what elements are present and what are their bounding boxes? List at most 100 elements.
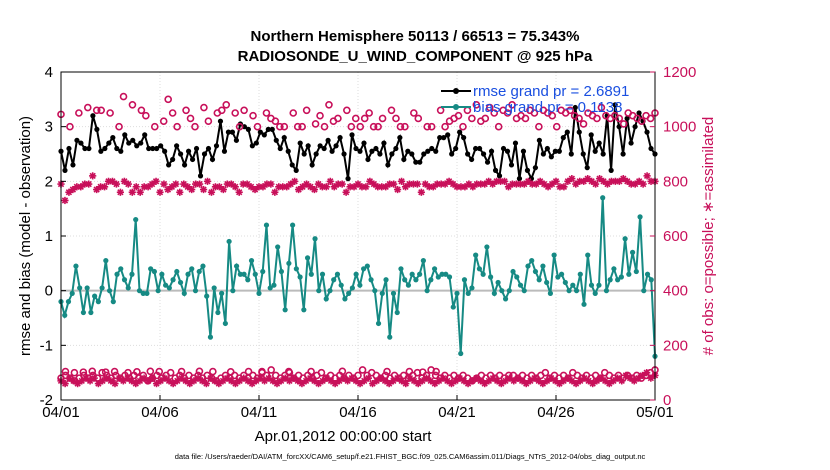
obs-possible-point <box>110 367 119 376</box>
obs-assimilated-low--point <box>86 377 94 385</box>
obs-assimilated-low--point <box>618 377 626 385</box>
rmse-point <box>496 173 503 179</box>
obs-assimilated-point <box>548 180 556 188</box>
obs-possible-point <box>235 122 244 131</box>
obs-assimilated-point <box>89 172 97 180</box>
obs-assimilated-low--point <box>422 374 431 382</box>
obs-possible-point <box>454 111 463 120</box>
bias-point <box>316 288 322 294</box>
obs-possible-point <box>271 117 280 125</box>
x-axis: 04/01 04/06 04/11 04/16 04/21 04/26 05/01 <box>42 395 674 421</box>
obs-assimilated-low--point <box>306 374 314 382</box>
obs-possible-point <box>168 109 177 117</box>
obs-assimilated-point <box>540 180 548 188</box>
obs-possible-point <box>459 122 467 131</box>
bias-point <box>559 271 565 277</box>
rmse-point <box>520 148 527 154</box>
bias-point <box>252 271 258 277</box>
rmse-point <box>556 148 562 154</box>
bias-point <box>290 222 296 228</box>
rmse-point <box>540 151 546 157</box>
rmse-point <box>253 140 259 146</box>
rmse-point <box>536 137 542 143</box>
obs-assimilated-point <box>322 183 330 191</box>
obs-assimilated-low--point <box>202 380 210 388</box>
obs-possible-point <box>191 122 199 131</box>
obs-assimilated-point <box>354 180 362 188</box>
rmse-point <box>150 145 156 152</box>
obs-possible-point <box>262 109 271 117</box>
obs-assimilated-point <box>124 180 132 188</box>
obs-assimilated-point <box>310 185 319 194</box>
obs-assimilated-point <box>168 183 176 191</box>
obs-assimilated-point <box>176 188 184 196</box>
rmse-point <box>608 167 614 173</box>
rmse-point <box>189 156 196 163</box>
obs-assimilated-point <box>599 177 608 185</box>
obs-possible-point <box>83 103 92 112</box>
obs-assimilated-point <box>251 185 259 194</box>
obs-possible-low--point <box>317 368 326 377</box>
rmse-point <box>508 162 515 168</box>
rmse-point <box>205 145 212 152</box>
rmse-point <box>277 145 283 152</box>
obs-possible-point <box>182 106 190 115</box>
obs-assimilated-point <box>619 175 627 183</box>
bias-point <box>510 268 516 275</box>
bias-point <box>163 282 169 288</box>
bias-point <box>600 195 606 201</box>
rmse-point <box>473 145 479 152</box>
rmse-point <box>162 148 168 154</box>
obs-possible-point <box>401 122 409 131</box>
bias-line <box>60 197 656 357</box>
obs-possible-point <box>552 122 561 131</box>
bias-point <box>133 217 139 223</box>
y-left-tick-label: 3 <box>45 119 53 136</box>
obs-possible-point <box>119 92 128 101</box>
obs-assimilated-point <box>330 183 338 191</box>
bias-point <box>446 274 453 280</box>
obs-assimilated-point <box>401 183 410 191</box>
rmse-point <box>181 162 188 168</box>
obs-possible-point <box>276 122 284 131</box>
obs-assimilated-point <box>298 183 307 191</box>
bias-point <box>641 288 647 294</box>
rmse-point <box>648 145 654 152</box>
x-tick-label: 04/26 <box>537 404 575 421</box>
rmse-point <box>389 151 395 157</box>
bias-point <box>544 279 550 286</box>
obs-assimilated-point <box>152 177 160 185</box>
obs-possible-point <box>146 367 155 376</box>
obs-assimilated-low--point <box>61 380 69 388</box>
obs-assimilated-low--point <box>173 377 181 385</box>
bias-point <box>331 277 337 283</box>
bias-point <box>439 271 445 277</box>
bias-point <box>420 258 426 264</box>
obs-possible-point <box>369 122 378 131</box>
rmse-point <box>644 129 650 135</box>
obs-assimilated-low--point <box>452 377 460 385</box>
obs-possible-point <box>106 109 114 117</box>
rmse-point <box>269 126 275 132</box>
obs-assimilated-point <box>77 183 85 191</box>
y-right-tick-label: 600 <box>663 228 688 245</box>
y-right-tick-label: 400 <box>663 283 688 300</box>
rmse-point <box>285 148 291 154</box>
obs-assimilated-point <box>314 180 322 188</box>
obs-assimilated-low--point <box>460 377 468 385</box>
bias-point <box>271 282 277 288</box>
bias-point <box>417 271 423 277</box>
rmse-point <box>185 148 192 154</box>
obs-assimilated-low--point <box>398 377 406 385</box>
rmse-point <box>126 140 132 146</box>
rmse-point <box>102 145 108 152</box>
obs-assimilated-point <box>588 177 596 185</box>
obs-assimilated-point <box>449 180 457 188</box>
obs-assimilated-low--point <box>252 377 260 385</box>
obs-assimilated-low--point <box>290 374 298 382</box>
rmse-point <box>193 145 200 152</box>
bias-point <box>80 309 87 316</box>
bias-point <box>95 299 101 305</box>
rmse-point <box>229 129 236 135</box>
obs-assimilated-point <box>188 185 196 194</box>
